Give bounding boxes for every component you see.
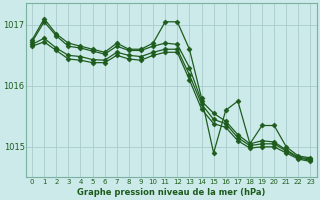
- X-axis label: Graphe pression niveau de la mer (hPa): Graphe pression niveau de la mer (hPa): [77, 188, 266, 197]
